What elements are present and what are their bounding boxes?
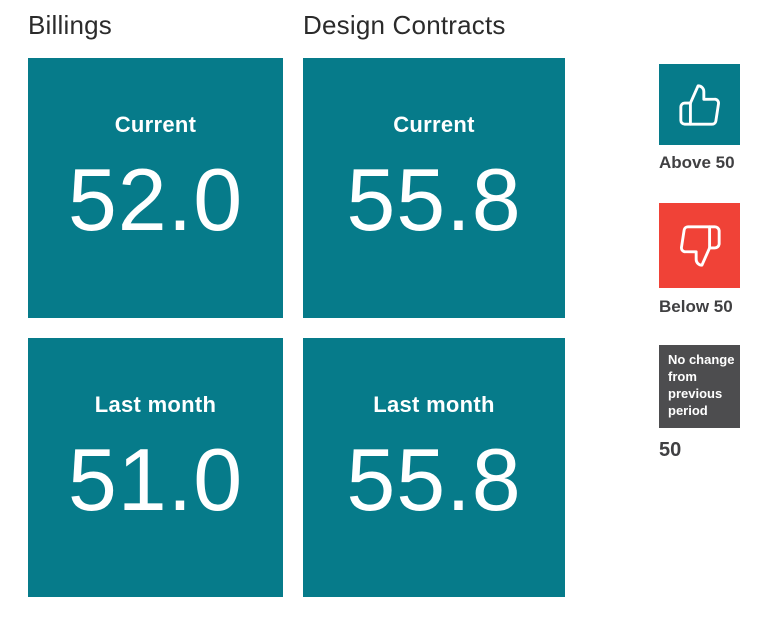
billings-last-month-card: Last month 51.0	[28, 338, 283, 597]
design-contracts-current-card: Current 55.8	[303, 58, 565, 318]
card-value: 55.8	[346, 150, 522, 250]
legend-above-50-square	[659, 64, 740, 145]
column-heading-billings: Billings	[28, 10, 112, 40]
card-value: 55.8	[346, 430, 522, 530]
card-label: Last month	[94, 392, 217, 417]
legend-below-50-label: Below 50	[659, 297, 733, 316]
legend-below-50-square	[659, 203, 740, 288]
legend-50-label: 50	[659, 439, 682, 461]
card-value: 51.0	[67, 430, 244, 530]
legend-no-change-box: No change from previous period	[659, 345, 740, 428]
legend-above-50-label: Above 50	[659, 153, 735, 172]
column-heading-design-contracts: Design Contracts	[303, 10, 506, 40]
thumbs-up-icon	[678, 83, 720, 126]
card-label: Current	[393, 112, 475, 137]
card-label: Last month	[373, 392, 495, 417]
card-value: 52.0	[67, 150, 244, 250]
card-label: Current	[114, 112, 197, 137]
billings-current-card: Current 52.0	[28, 58, 283, 318]
thumbs-down-icon	[679, 224, 721, 267]
legend-no-change-text: No change from previous period	[668, 352, 735, 418]
design-contracts-last-month-card: Last month 55.8	[303, 338, 565, 597]
